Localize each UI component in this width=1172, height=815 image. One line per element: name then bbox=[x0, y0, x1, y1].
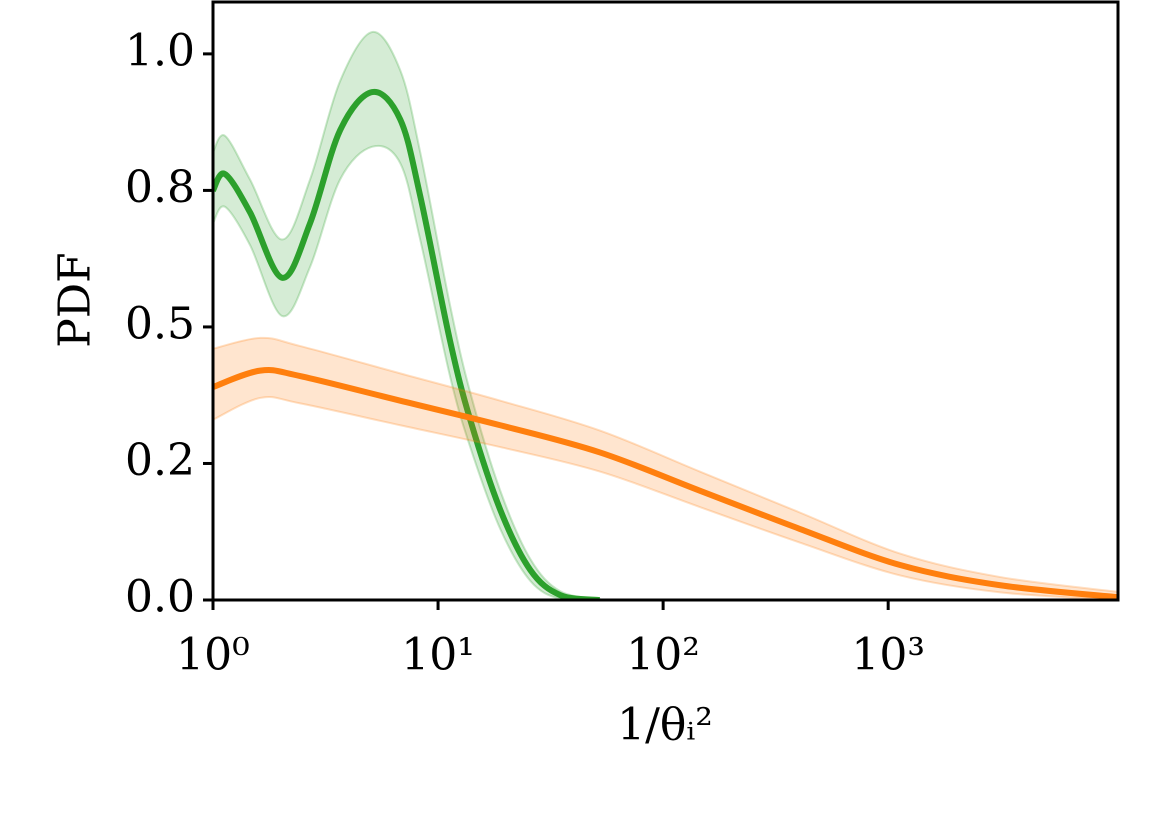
plot-frame bbox=[211, 0, 1120, 602]
y-tick-label: 1.0 bbox=[125, 25, 195, 76]
y-tick-label: 0.8 bbox=[125, 162, 195, 213]
confidence-band bbox=[213, 336, 1118, 600]
line bbox=[213, 367, 1118, 600]
y-tick-label: 0.2 bbox=[125, 435, 195, 486]
x-tick-label: 10² bbox=[626, 630, 700, 681]
x-tick-label: 10⁰ bbox=[176, 630, 250, 681]
x-tick-label: 10³ bbox=[851, 630, 925, 681]
confidence-band bbox=[213, 31, 601, 600]
x-tick-label: 10¹ bbox=[401, 630, 475, 681]
y-tick-label: 0.5 bbox=[125, 298, 195, 349]
x-axis-label: 1/θᵢ² bbox=[617, 700, 713, 751]
y-tick-label: 0.0 bbox=[125, 572, 195, 623]
line bbox=[213, 89, 600, 600]
y-axis-label: PDF bbox=[50, 252, 101, 347]
